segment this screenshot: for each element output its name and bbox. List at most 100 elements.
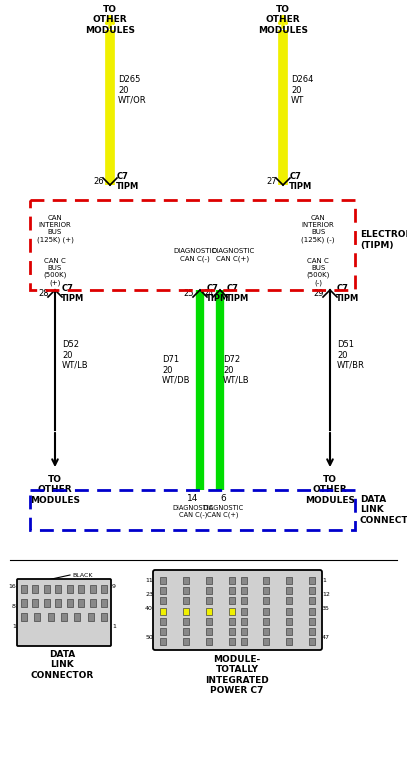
Bar [241, 577, 247, 584]
Bar [101, 599, 107, 607]
Text: D72
20
WT/LB: D72 20 WT/LB [223, 355, 249, 385]
Bar [286, 577, 292, 584]
Bar [206, 598, 212, 605]
Bar [33, 599, 38, 607]
Bar [44, 585, 50, 593]
Bar [228, 638, 234, 645]
Bar [160, 618, 166, 625]
Bar [34, 613, 40, 621]
Bar [183, 638, 189, 645]
Text: 27: 27 [266, 177, 277, 186]
Text: TO
OTHER
MODULES: TO OTHER MODULES [258, 5, 308, 35]
Text: C7
TIPM: C7 TIPM [289, 172, 313, 191]
Bar [61, 613, 67, 621]
Bar [160, 587, 166, 594]
Text: 25: 25 [183, 289, 194, 298]
Bar [55, 599, 61, 607]
Text: CAN
INTERIOR
BUS
(125K) (+): CAN INTERIOR BUS (125K) (+) [37, 215, 73, 243]
Bar [286, 618, 292, 625]
Bar [55, 585, 61, 593]
Bar [263, 587, 269, 594]
Bar [44, 599, 50, 607]
Bar [241, 628, 247, 635]
Bar [21, 585, 27, 593]
Bar [309, 598, 315, 605]
Text: CAN C
BUS
(500K)
(-): CAN C BUS (500K) (-) [306, 258, 330, 286]
Bar [241, 598, 247, 605]
Bar [228, 587, 234, 594]
Text: C7
TIPM: C7 TIPM [206, 284, 230, 303]
Bar [263, 608, 269, 615]
Bar [286, 628, 292, 635]
Text: 26: 26 [93, 177, 104, 186]
Bar [33, 585, 38, 593]
Text: CAN C
BUS
(500K)
(+): CAN C BUS (500K) (+) [43, 258, 67, 286]
FancyBboxPatch shape [17, 579, 111, 646]
Bar [309, 638, 315, 645]
Bar [183, 608, 189, 615]
Bar [206, 608, 212, 615]
Text: 35: 35 [322, 606, 330, 611]
Bar [74, 613, 80, 621]
Text: 9: 9 [112, 584, 116, 589]
Text: C7
TIPM: C7 TIPM [61, 284, 85, 303]
Text: 12: 12 [322, 592, 330, 597]
Bar [206, 638, 212, 645]
Bar [241, 608, 247, 615]
Bar [309, 628, 315, 635]
Bar [88, 613, 94, 621]
Bar [206, 618, 212, 625]
Bar [183, 628, 189, 635]
Text: BLACK: BLACK [72, 573, 92, 578]
Bar [160, 608, 166, 615]
Bar [160, 577, 166, 584]
Bar [21, 599, 27, 607]
Text: DIAGNOSTIC
CAN C(-): DIAGNOSTIC CAN C(-) [173, 505, 214, 518]
Text: ELECTRONICS
(TIPM): ELECTRONICS (TIPM) [360, 230, 407, 250]
Bar [21, 613, 27, 621]
Bar [286, 598, 292, 605]
Text: 28: 28 [38, 289, 49, 298]
Bar [263, 577, 269, 584]
Text: TO
OTHER
MODULES: TO OTHER MODULES [85, 5, 135, 35]
Text: 16: 16 [8, 584, 16, 589]
Text: 6: 6 [220, 494, 226, 503]
Text: D264
20
WT: D264 20 WT [291, 75, 313, 105]
Bar [160, 598, 166, 605]
Text: 40: 40 [145, 606, 153, 611]
Text: DATA
LINK
CONNECTOR: DATA LINK CONNECTOR [360, 495, 407, 525]
Bar [48, 613, 54, 621]
Bar [263, 638, 269, 645]
Text: DIAGNOSTIC
CAN C(-): DIAGNOSTIC CAN C(-) [173, 248, 217, 261]
Text: C7
TIPM: C7 TIPM [336, 284, 359, 303]
Text: 14: 14 [187, 494, 199, 503]
Text: C7
TIPM: C7 TIPM [226, 284, 249, 303]
Bar [67, 585, 73, 593]
Bar [90, 585, 96, 593]
Bar [160, 638, 166, 645]
Bar [228, 608, 234, 615]
Text: D265
20
WT/OR: D265 20 WT/OR [118, 75, 147, 105]
Text: 1: 1 [112, 624, 116, 629]
Text: 24: 24 [203, 289, 214, 298]
Text: 50: 50 [145, 635, 153, 640]
Bar [309, 577, 315, 584]
Bar [78, 585, 84, 593]
Bar [228, 628, 234, 635]
Bar [183, 618, 189, 625]
Bar [309, 618, 315, 625]
Bar [286, 587, 292, 594]
Bar [206, 587, 212, 594]
Bar [206, 628, 212, 635]
Bar [263, 598, 269, 605]
Bar [241, 638, 247, 645]
Text: 1: 1 [12, 624, 16, 629]
Text: CAN
INTERIOR
BUS
(125K) (-): CAN INTERIOR BUS (125K) (-) [301, 215, 335, 243]
Bar [309, 608, 315, 615]
Text: 11: 11 [145, 578, 153, 583]
Text: 8: 8 [12, 604, 16, 609]
Bar [309, 587, 315, 594]
Bar [228, 598, 234, 605]
Text: TO
OTHER
MODULES: TO OTHER MODULES [305, 475, 355, 505]
FancyBboxPatch shape [153, 570, 322, 650]
